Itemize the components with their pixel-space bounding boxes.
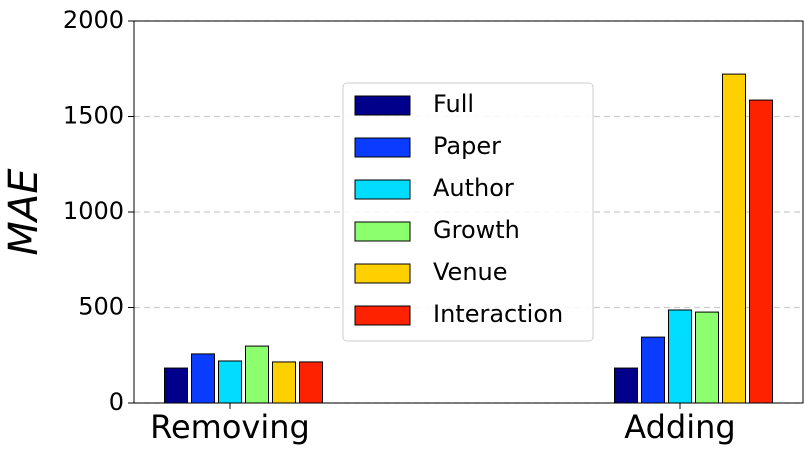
- legend-label: Growth: [433, 216, 520, 244]
- y-axis-label: MAE: [1, 168, 47, 256]
- y-tick-label: 1500: [63, 102, 124, 130]
- bar: [191, 353, 215, 404]
- y-tick-label: 2000: [63, 6, 124, 34]
- legend-swatch: [354, 95, 411, 116]
- x-tick-label: Adding: [624, 408, 735, 446]
- y-tick-label: 500: [78, 293, 124, 321]
- plot-frame: [133, 20, 804, 404]
- y-tick-label: 0: [109, 388, 124, 416]
- bar: [299, 361, 323, 404]
- bar: [749, 99, 773, 404]
- x-tick-label: Removing: [150, 408, 310, 446]
- legend-label: Full: [433, 90, 474, 118]
- y-tick-label: 1000: [63, 197, 124, 225]
- bar: [614, 367, 638, 404]
- legend-label: Venue: [433, 258, 508, 286]
- bar: [272, 361, 296, 404]
- legend-swatch: [354, 137, 411, 158]
- legend-swatch: [354, 221, 411, 242]
- bar: [668, 309, 692, 404]
- bar: [164, 367, 188, 404]
- bar: [245, 345, 269, 404]
- legend-swatch: [354, 263, 411, 284]
- bar: [722, 73, 746, 404]
- legend-swatch: [354, 305, 411, 326]
- legend-label: Interaction: [433, 300, 563, 328]
- bar: [695, 311, 719, 404]
- legend-label: Author: [433, 174, 514, 202]
- legend-swatch: [354, 179, 411, 200]
- bar: [641, 336, 665, 404]
- bar: [218, 360, 242, 404]
- legend-label: Paper: [433, 132, 501, 160]
